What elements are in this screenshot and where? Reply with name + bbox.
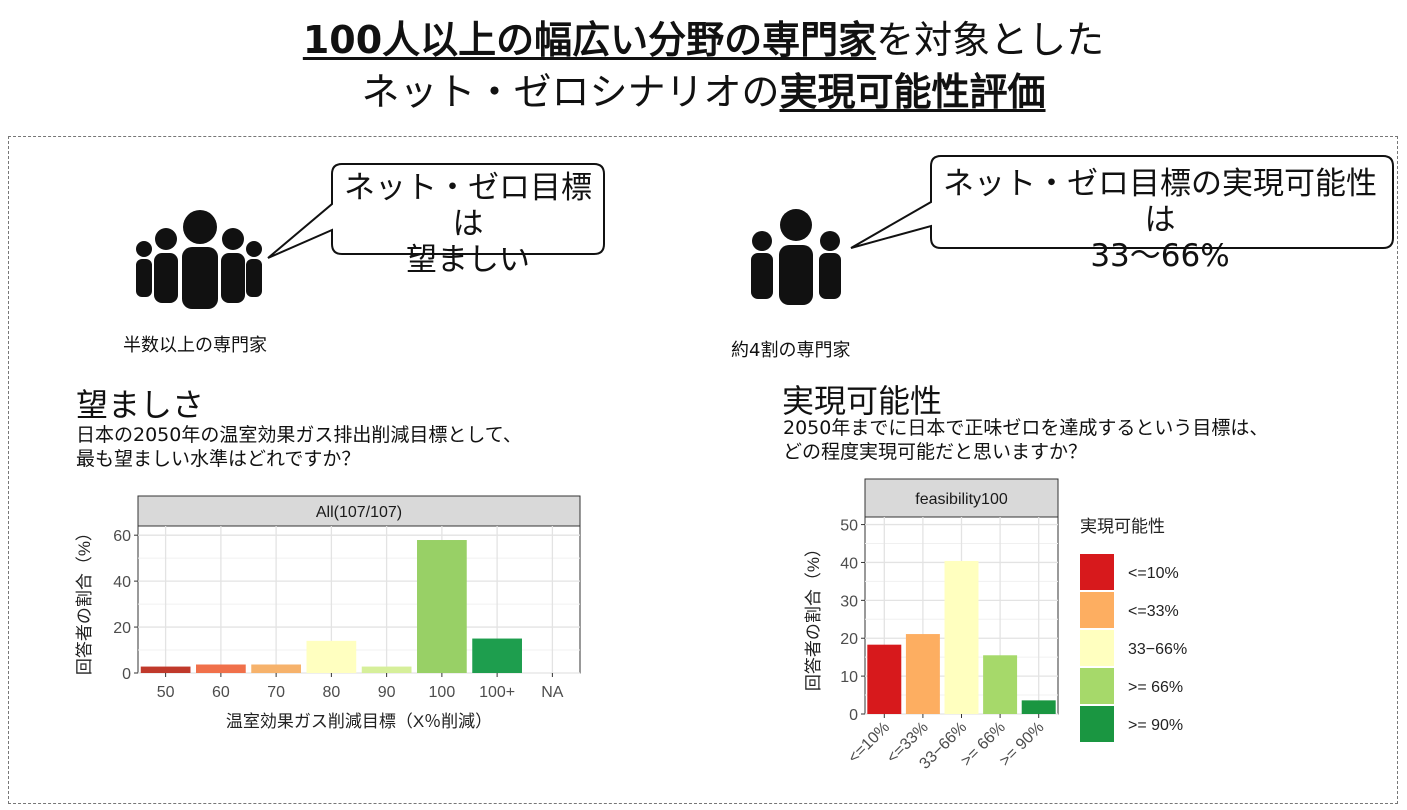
- legend-swatch: [1080, 630, 1114, 666]
- y-tick-label: 20: [113, 620, 131, 637]
- bar: [944, 560, 979, 714]
- y-axis-title: 回答者の割合（%）: [804, 540, 823, 691]
- x-tick-label: <=10%: [845, 719, 893, 767]
- y-tick-label: 60: [113, 528, 131, 545]
- title-plain: ネット・ゼロシナリオの: [361, 70, 780, 114]
- bar: [361, 666, 412, 673]
- speech-bubble-right: [850, 155, 1394, 249]
- y-axis-title: 回答者の割合（%）: [75, 524, 94, 675]
- x-tick-label: 50: [157, 684, 175, 701]
- y-tick-label: 0: [122, 666, 131, 683]
- bubble-text-left: ネット・ゼロ目標は 望ましい: [332, 170, 604, 278]
- heading-feasibility: 実現可能性: [782, 382, 943, 420]
- bar: [306, 640, 357, 673]
- bubble-left-line1: ネット・ゼロ目標は: [344, 170, 592, 242]
- bar: [1021, 700, 1056, 714]
- x-tick-label: NA: [541, 684, 564, 701]
- bar: [867, 644, 902, 714]
- facet-strip: [864, 478, 1059, 518]
- y-tick-label: 10: [840, 669, 858, 686]
- content-panel: [8, 136, 1398, 804]
- legend-swatch: [1080, 706, 1114, 742]
- bar: [417, 540, 467, 673]
- people-group-icon-left: [136, 210, 262, 309]
- x-tick-label: 60: [212, 684, 230, 701]
- bar: [140, 666, 191, 673]
- chart-desirability: All(107/107) 0 20 40 60 50 60 70 80 90 100 100+ NA 温室…: [75, 495, 581, 731]
- page-title-line2: ネット・ゼロシナリオの実現可能性評価: [0, 70, 1407, 114]
- y-tick-label: 20: [840, 631, 858, 648]
- question-right-line1: 2050年までに日本で正味ゼロを達成するという目標は、: [783, 417, 1269, 439]
- x-tick-label: 80: [322, 684, 340, 701]
- y-tick-label: 40: [113, 574, 131, 591]
- chart-feasibility: feasibility100 0 10 20 30 40 50 <=10% <=33% 33−66…: [804, 478, 1187, 773]
- y-tick-label: 40: [840, 555, 858, 572]
- bar: [196, 664, 246, 673]
- group-caption-left: 半数以上の専門家: [123, 335, 267, 356]
- bubble-right-line1: ネット・ゼロ目標の実現可能性は: [943, 166, 1377, 238]
- bubble-right-line2: 33〜66%: [1090, 238, 1230, 274]
- x-tick-label: 100+: [479, 684, 515, 701]
- legend-label: 33−66%: [1128, 641, 1187, 658]
- title-rest: を対象とした: [876, 18, 1105, 62]
- bar: [472, 638, 522, 673]
- question-left: 日本の2050年の温室効果ガス排出削減目標として、 最も望ましい水準はどれですか…: [76, 423, 522, 471]
- facet-label: All(107/107): [316, 504, 402, 521]
- y-tick-label: 0: [849, 707, 858, 724]
- bar: [251, 664, 301, 673]
- speech-bubble-left: [267, 163, 605, 259]
- heading-desirability: 望ましさ: [76, 386, 205, 424]
- x-tick-label: 90: [378, 684, 396, 701]
- y-tick-label: 50: [840, 518, 858, 535]
- x-tick-label: 70: [267, 684, 285, 701]
- x-tick-label: 100: [429, 684, 456, 701]
- question-right: 2050年までに日本で正味ゼロを達成するという目標は、 どの程度実現可能だと思い…: [783, 416, 1268, 464]
- question-left-line1: 日本の2050年の温室効果ガス排出削減目標として、: [76, 424, 522, 446]
- bubble-left-line2: 望ましい: [406, 242, 530, 278]
- legend-swatch: [1080, 554, 1114, 590]
- legend-title: 実現可能性: [1080, 517, 1165, 536]
- question-right-line2: どの程度実現可能だと思いますか？: [783, 441, 1088, 463]
- group-caption-right: 約4割の専門家: [731, 340, 851, 361]
- x-axis-title: 温室効果ガス削減目標（X％削減）: [226, 712, 492, 731]
- y-tick-label: 30: [840, 593, 858, 610]
- question-left-line2: 最も望ましい水準はどれですか？: [76, 448, 361, 470]
- bar: [905, 634, 940, 714]
- bar: [983, 655, 1018, 714]
- facet-label: feasibility100: [915, 491, 1008, 508]
- title-emphasis-experts: 100人以上の幅広い分野の専門家: [302, 18, 877, 62]
- legend-label: <=33%: [1128, 603, 1179, 620]
- legend-label: <=10%: [1128, 565, 1179, 582]
- title-emphasis-feasibility: 実現可能性評価: [779, 70, 1046, 114]
- people-group-icon-right: [751, 209, 841, 305]
- legend-swatch: [1080, 668, 1114, 704]
- page-title-line1: 100人以上の幅広い分野の専門家を対象とした: [0, 18, 1407, 62]
- bubble-text-right: ネット・ゼロ目標の実現可能性は 33〜66%: [935, 166, 1385, 274]
- legend-swatch: [1080, 592, 1114, 628]
- legend-label: >= 66%: [1128, 679, 1183, 696]
- legend-label: >= 90%: [1128, 717, 1183, 734]
